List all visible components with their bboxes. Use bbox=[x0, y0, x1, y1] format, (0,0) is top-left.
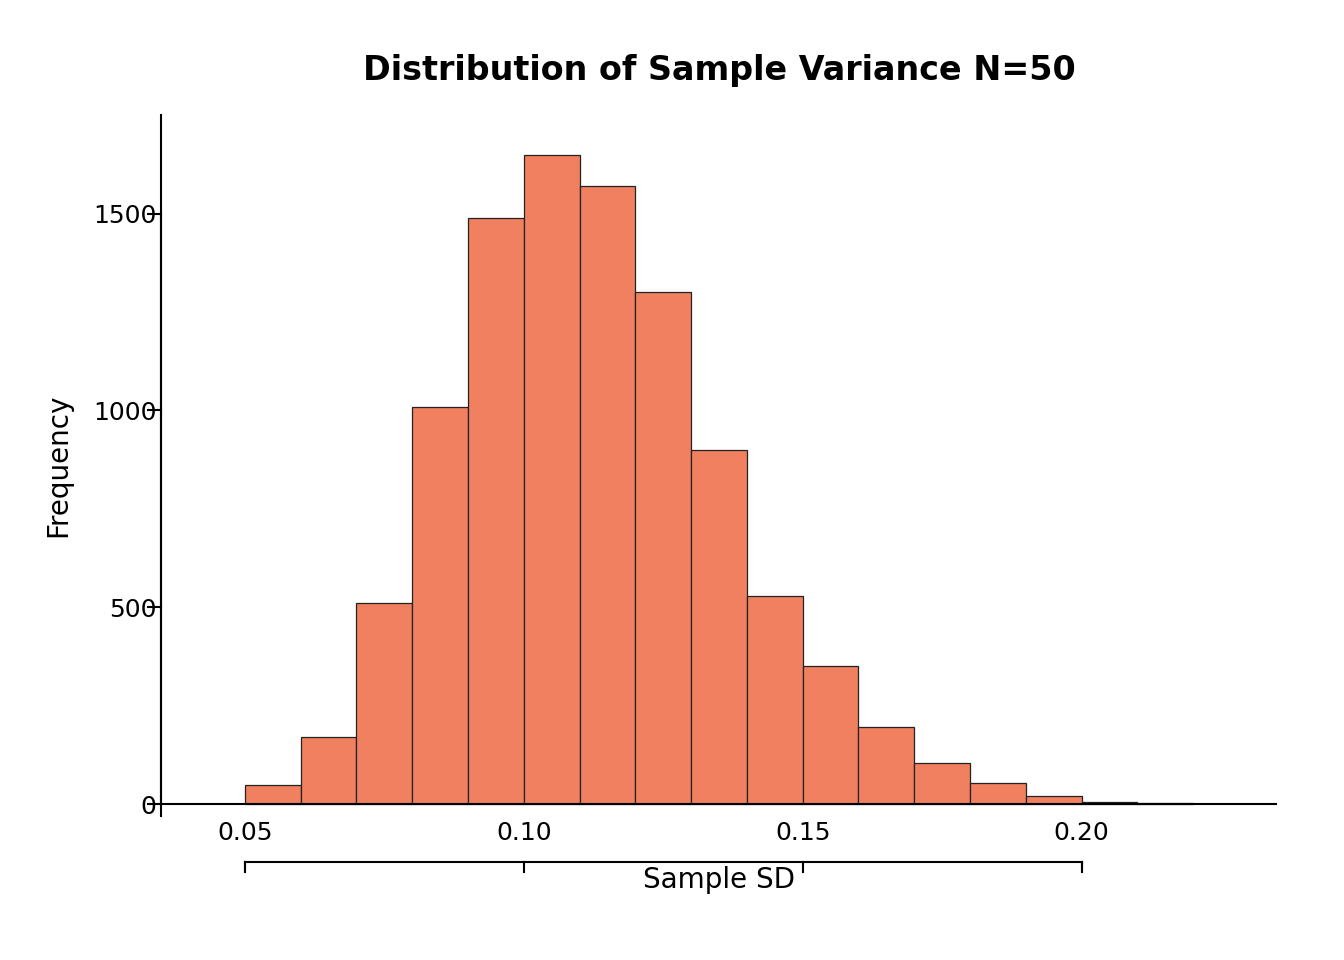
Bar bbox=[636, 293, 691, 804]
Bar bbox=[802, 666, 859, 804]
Bar bbox=[301, 737, 356, 804]
Bar bbox=[1025, 796, 1082, 804]
Bar bbox=[468, 218, 524, 804]
Y-axis label: Frequency: Frequency bbox=[44, 394, 73, 538]
Bar bbox=[859, 728, 914, 804]
Bar bbox=[245, 784, 301, 804]
Bar bbox=[691, 450, 747, 804]
Bar bbox=[579, 186, 636, 804]
X-axis label: Sample SD: Sample SD bbox=[642, 866, 796, 894]
Bar bbox=[413, 406, 468, 804]
Bar bbox=[747, 595, 802, 804]
Bar bbox=[1082, 803, 1137, 804]
Bar bbox=[524, 155, 579, 804]
Bar bbox=[914, 763, 970, 804]
Bar bbox=[356, 604, 413, 804]
Title: Distribution of Sample Variance N=50: Distribution of Sample Variance N=50 bbox=[363, 55, 1075, 87]
Bar bbox=[970, 782, 1025, 804]
